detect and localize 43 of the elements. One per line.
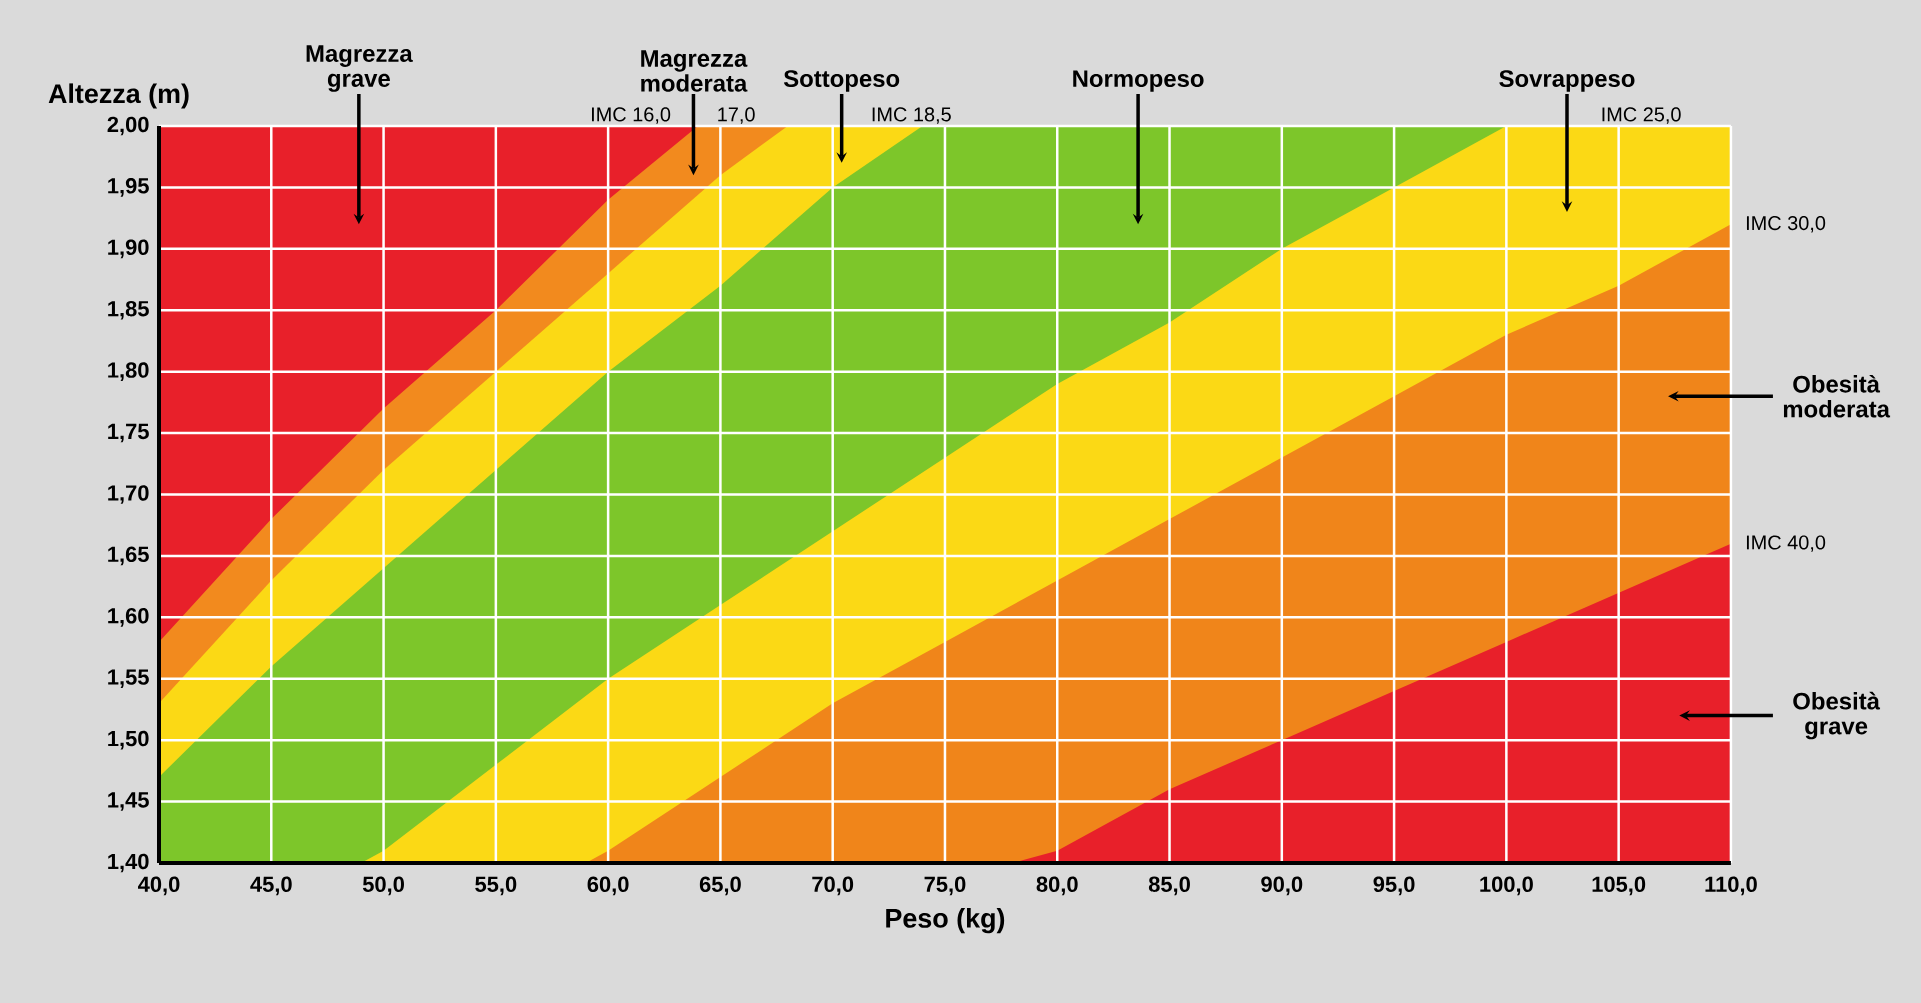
x-tick-label: 95,0 [1373,876,1415,896]
x-tick-label: 50,0 [362,876,404,896]
y-tick-label: 1,75 [108,423,149,443]
x-tick-label: 40,0 [138,876,180,896]
x-tick-label: 100,0 [1480,876,1533,896]
y-tick-label: 1,65 [108,546,149,566]
y-tick-label: 2,00 [107,116,149,136]
text: IMC 16,0 [592,107,671,124]
x-tick-label: 55,0 [475,876,517,896]
text: IMC 40,0 [1746,535,1826,552]
x-tick-label: 105,0 [1592,876,1646,896]
y-axis-title: Altezza (m) [48,83,189,109]
x-axis-title: Peso (kg) [886,908,1005,934]
text: Obesità moderata [1783,374,1891,418]
y-tick-label: 1,50 [108,730,149,750]
text: IMC 18,5 [872,107,951,124]
y-tick-label: 1,95 [108,178,149,197]
y-tick-label: 1,85 [108,300,149,320]
y-tick-label: 1,55 [108,669,149,688]
y-tick-label: 1,90 [108,239,149,259]
x-tick-label: 60,0 [587,876,629,896]
y-tick-label: 1,80 [108,362,149,382]
text: 17,0 [718,107,755,124]
y-tick-label: 1,45 [108,792,149,811]
y-tick-label: 1,40 [108,853,149,873]
x-tick-label: 75,0 [924,876,966,896]
x-tick-label: 110,0 [1705,876,1757,896]
text: Sottopeso [783,70,900,92]
x-tick-label: 90,0 [1261,876,1303,896]
text: IMC 25,0 [1602,107,1681,124]
x-tick-label: 80,0 [1036,876,1078,896]
text: IMC 30,0 [1746,216,1826,233]
text: Sovrappeso [1499,70,1635,92]
x-tick-label: 65,0 [699,876,741,896]
x-tick-label: 85,0 [1148,876,1190,896]
annotation: Magrezza moderata [641,50,748,92]
y-tick-label: 1,60 [108,607,149,627]
y-tick-label: 1,70 [108,485,149,504]
text: Magrezza grave [306,45,413,92]
text: Normopeso [1073,70,1204,92]
x-tick-label: 45,0 [250,876,292,896]
text: Obesità grave [1793,691,1881,740]
x-tick-label: 70,0 [812,876,854,896]
